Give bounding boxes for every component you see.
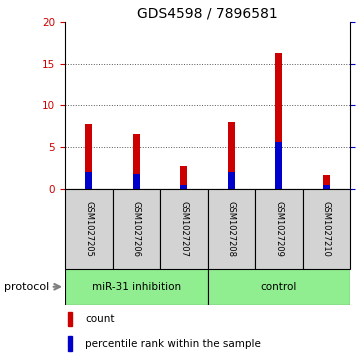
FancyBboxPatch shape [208, 189, 255, 269]
Text: percentile rank within the sample: percentile rank within the sample [85, 339, 261, 348]
Text: GSM1027208: GSM1027208 [227, 201, 236, 257]
FancyBboxPatch shape [65, 269, 208, 305]
Bar [275, 53, 282, 189]
Bar [85, 124, 92, 189]
FancyBboxPatch shape [160, 189, 208, 269]
Bar [133, 174, 140, 189]
Bar [228, 122, 235, 189]
Text: control: control [261, 282, 297, 292]
FancyBboxPatch shape [303, 189, 350, 269]
Bar [68, 312, 72, 326]
Text: GSM1027207: GSM1027207 [179, 201, 188, 257]
Text: count: count [85, 314, 114, 324]
Title: GDS4598 / 7896581: GDS4598 / 7896581 [137, 7, 278, 21]
Bar [85, 172, 92, 189]
Text: GSM1027209: GSM1027209 [274, 201, 283, 257]
Bar [68, 337, 72, 351]
Text: miR-31 inhibition: miR-31 inhibition [92, 282, 181, 292]
Text: GSM1027206: GSM1027206 [132, 201, 141, 257]
Bar [228, 172, 235, 189]
FancyBboxPatch shape [65, 189, 113, 269]
Text: protocol: protocol [4, 282, 49, 292]
Bar [275, 142, 282, 189]
FancyBboxPatch shape [113, 189, 160, 269]
FancyBboxPatch shape [255, 189, 303, 269]
FancyBboxPatch shape [208, 269, 350, 305]
Text: GSM1027210: GSM1027210 [322, 201, 331, 257]
Bar [180, 166, 187, 189]
Bar [180, 185, 187, 189]
Text: GSM1027205: GSM1027205 [84, 201, 93, 257]
Bar [323, 185, 330, 189]
Bar [133, 135, 140, 189]
Bar [323, 175, 330, 189]
